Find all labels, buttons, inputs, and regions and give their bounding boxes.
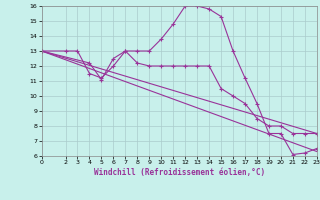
X-axis label: Windchill (Refroidissement éolien,°C): Windchill (Refroidissement éolien,°C): [94, 168, 265, 177]
